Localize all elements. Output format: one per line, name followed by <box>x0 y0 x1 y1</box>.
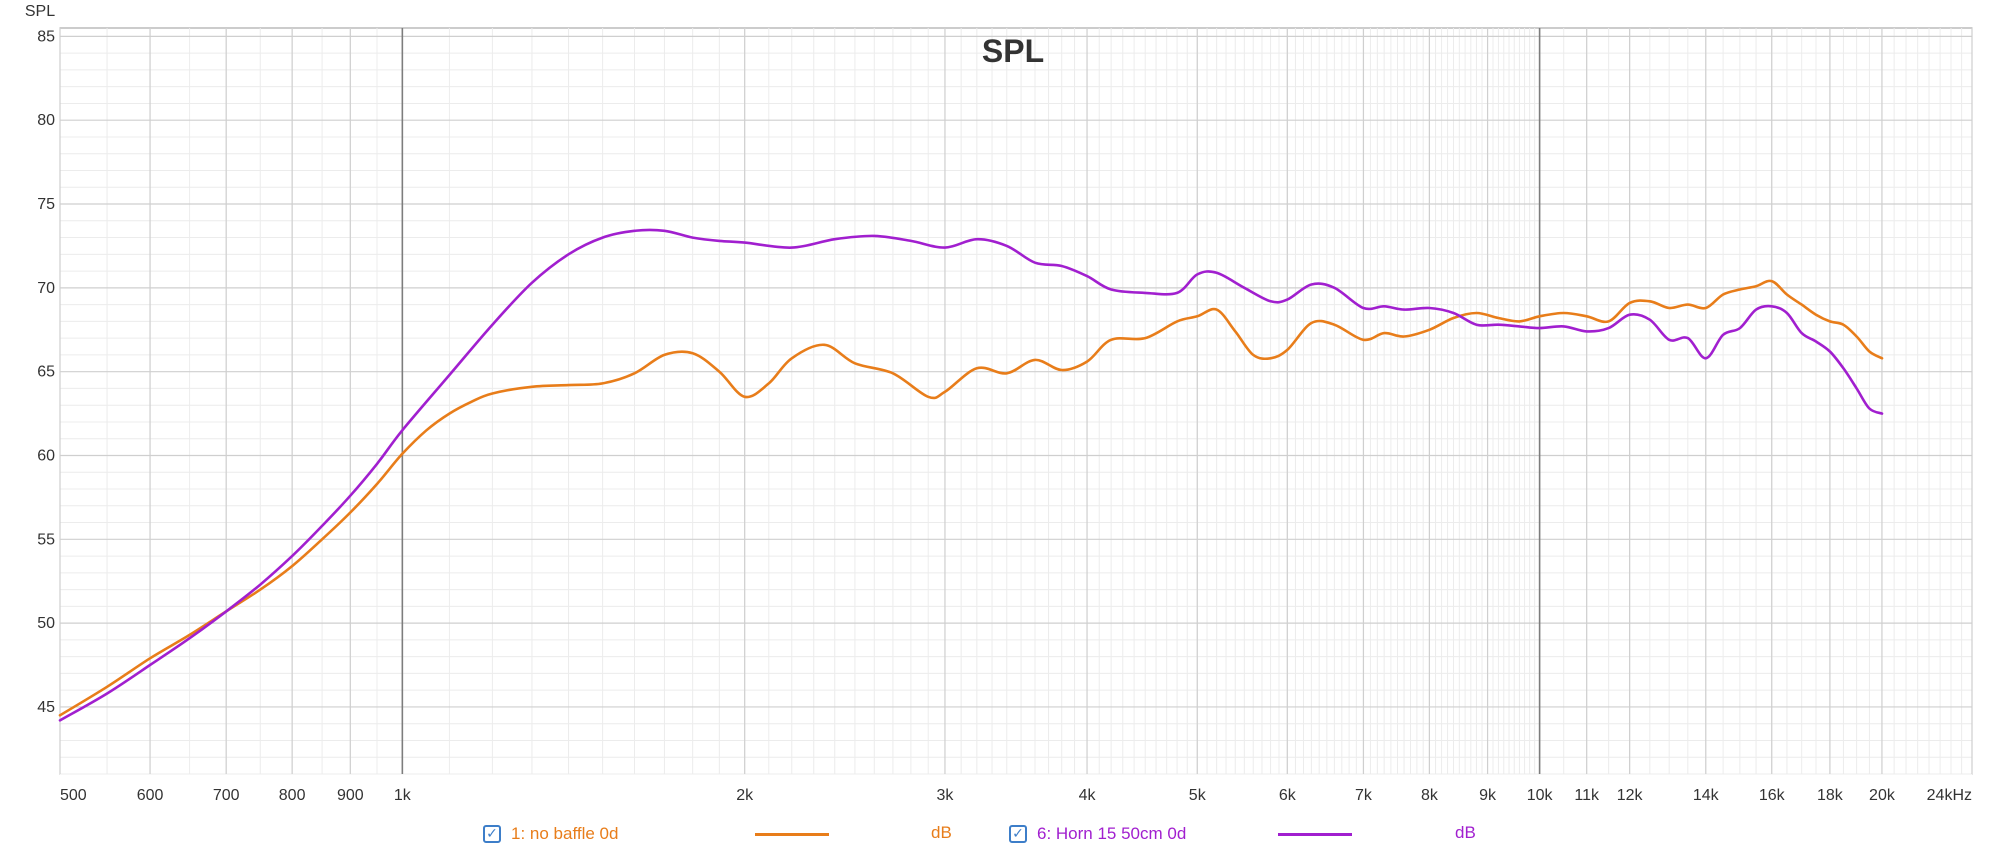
x-tick-label: 9k <box>1479 787 1497 804</box>
x-tick-labels: 500 600 700 800 900 1k 2k 3k 4k 5k 6k 7k 8k 9k 10k 11k 1… <box>60 787 1972 804</box>
legend-swatch-no-baffle <box>755 833 829 836</box>
series-layer <box>58 228 1884 722</box>
x-tick-label: 14k <box>1693 787 1720 804</box>
y-tick-label: 80 <box>37 112 55 129</box>
y-tick-label: 85 <box>37 28 55 45</box>
x-tick-label: 500 <box>60 787 87 804</box>
y-tick-label: 75 <box>37 196 55 213</box>
x-tick-label: 4k <box>1079 787 1097 804</box>
checkmark-icon: ✓ <box>1012 826 1024 842</box>
y-tick-label: 45 <box>37 699 55 716</box>
y-tick-labels: 45 50 55 60 65 70 75 80 85 <box>37 28 55 716</box>
x-tick-label: 1k <box>394 787 412 804</box>
legend-item-no-baffle[interactable]: ✓ 1: no baffle 0d <box>483 820 618 848</box>
x-tick-label: 2k <box>736 787 754 804</box>
x-tick-label: 16k <box>1759 787 1786 804</box>
spl-chart: 45 50 55 60 65 70 75 80 85 500 600 700 800 900 1k 2k 3k… <box>25 3 1973 804</box>
legend-unit-horn: dB <box>1455 823 1476 842</box>
x-tick-label: 7k <box>1355 787 1373 804</box>
legend-label-no-baffle: 1: no baffle 0d <box>511 824 619 843</box>
x-tick-label: 5k <box>1189 787 1207 804</box>
legend-swatch-horn <box>1278 833 1352 836</box>
y-tick-label: 70 <box>37 280 55 297</box>
x-tick-label: 700 <box>213 787 240 804</box>
legend-item-horn[interactable]: ✓ 6: Horn 15 50cm 0d <box>1009 820 1186 848</box>
plot-area <box>59 27 1973 775</box>
x-tick-label: 12k <box>1617 787 1644 804</box>
x-tick-label: 20k <box>1869 787 1896 804</box>
series-line-2 <box>58 228 1884 722</box>
series-line-1 <box>58 279 1884 717</box>
x-tick-label: 6k <box>1279 787 1297 804</box>
y-tick-label: 50 <box>37 615 55 632</box>
x-tick-label: 900 <box>337 787 364 804</box>
x-tick-label: 10k <box>1527 787 1554 804</box>
x-tick-label: 11k <box>1574 787 1600 804</box>
x-tick-label: 800 <box>279 787 306 804</box>
checkmark-icon: ✓ <box>486 826 498 842</box>
legend-unit-no-baffle: dB <box>931 823 952 842</box>
y-tick-label: 55 <box>37 531 55 548</box>
major-grid <box>59 28 1973 774</box>
x-tick-label: 18k <box>1817 787 1844 804</box>
x-tick-label: 3k <box>937 787 955 804</box>
legend-checkbox-horn[interactable]: ✓ <box>1009 825 1027 843</box>
y-axis-label: SPL <box>25 3 55 20</box>
y-tick-label: 60 <box>37 447 55 464</box>
legend-checkbox-no-baffle[interactable]: ✓ <box>483 825 501 843</box>
legend-label-horn: 6: Horn 15 50cm 0d <box>1037 824 1187 843</box>
x-tick-label: 8k <box>1421 787 1439 804</box>
x-tick-label: 600 <box>137 787 164 804</box>
legend: ✓ 1: no baffle 0d dB ✓ 6: Horn 15 50cm 0… <box>0 820 2000 848</box>
x-tick-label: 24kHz <box>1927 787 1972 804</box>
y-tick-label: 65 <box>37 364 55 381</box>
chart-title: SPL <box>982 33 1044 69</box>
